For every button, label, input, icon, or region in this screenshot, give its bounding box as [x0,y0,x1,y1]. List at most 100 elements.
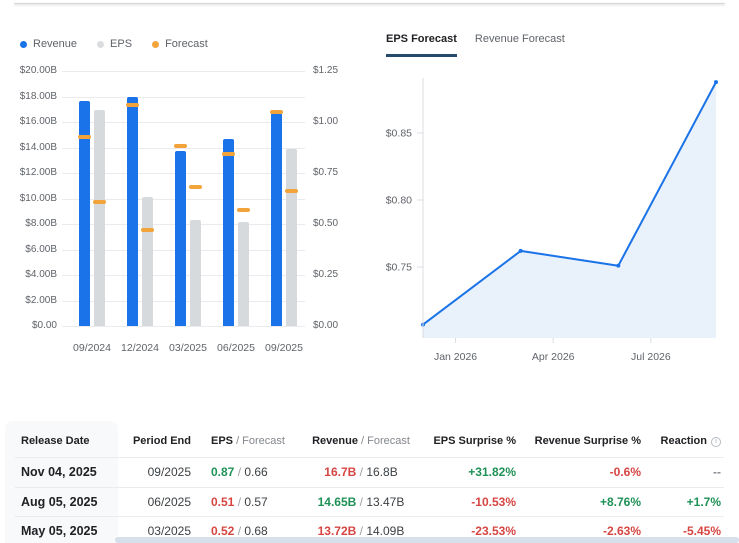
eps-forecast-marker [237,207,250,212]
bar-chart-x-label: 03/2025 [169,342,207,354]
cell-eps-surprise: +31.82% [468,465,516,480]
eps-dot-icon [97,40,105,48]
legend-label-forecast: Forecast [165,38,208,50]
legend-item-eps[interactable]: EPS [97,38,132,50]
col-revenue-forecast: Revenue / Forecast [312,435,410,447]
cell-reaction: -- [713,465,721,480]
left-axis-tick-label: $2.00B [25,294,57,306]
right-axis-tick-label: $0.75 [313,167,339,178]
legend-item-forecast[interactable]: Forecast [152,38,208,50]
left-axis-tick-label: $0.00 [31,320,57,331]
cell-eps-vs-forecast: 0.52 / 0.68 [211,524,268,539]
table-row: May 05, 2025 03/2025 0.52 / 0.68 13.72B / 1… [15,517,724,543]
cell-eps-vs-forecast: 0.87 / 0.66 [211,465,268,480]
bar-chart-x-label: 12/2024 [121,342,159,354]
right-axis-tick-label: $0.50 [313,218,339,229]
col-period-end: Period End [132,435,191,447]
left-axis-tick-label: $8.00B [25,218,57,229]
bar-chart-gridline [62,326,305,327]
x-axis-tick-label: Jan 2026 [434,351,477,363]
left-axis-tick-label: $10.00B [19,192,57,204]
legend-label-eps: EPS [110,38,133,50]
col-release-date: Release Date [21,435,90,447]
cell-revenue-surprise: -2.63% [602,524,641,539]
cell-eps-surprise: -10.53% [471,494,516,509]
reaction-info-icon[interactable]: i [711,436,721,447]
cell-release-date: May 05, 2025 [21,524,98,539]
revenue-forecast-marker [174,144,187,149]
revenue-bar [79,100,90,326]
cell-reaction: +1.7% [686,494,721,509]
right-axis-tick-label: $0.25 [313,269,339,280]
legend-label-revenue: Revenue [33,38,78,50]
eps-forecast-point [616,263,621,268]
revenue-bar [271,113,282,326]
cell-period-end: 03/2025 [147,524,191,539]
cell-eps-surprise: -23.53% [471,524,516,539]
cell-period-end: 09/2025 [147,465,191,480]
bar-chart-gridline [62,122,305,123]
left-axis-tick-label: $16.00B [19,116,57,127]
y-axis-tick-label: $0.80 [386,195,412,207]
y-axis-tick-label: $0.75 [386,262,412,274]
col-reaction: Reaction i [646,435,724,447]
cell-release-date: Aug 05, 2025 [21,494,98,509]
col-eps-forecast: EPS / Forecast [211,435,285,447]
bar-chart-x-label: 09/2025 [265,342,303,354]
revenue-forecast-marker [78,134,91,139]
table-row: Aug 05, 2025 06/2025 0.51 / 0.57 14.65B / 1… [15,488,724,517]
left-axis-tick-label: $14.00B [19,141,57,153]
cell-period-end: 06/2025 [147,494,191,509]
left-axis-tick-label: $6.00B [25,243,57,255]
revenue-forecast-marker [222,152,235,157]
col-eps-surprise: EPS Surprise % [433,435,516,447]
bar-chart-legend: Revenue EPS Forecast [20,38,208,50]
legend-item-revenue[interactable]: Revenue [20,38,77,50]
revenue-bar [127,97,138,326]
bar-chart-x-label: 06/2025 [217,342,255,354]
bar-chart-gridline [62,71,305,72]
eps-forecast-point [714,80,718,85]
sticky-column-background [5,421,118,543]
eps-bar [286,148,297,326]
left-axis-tick-label: $18.00B [19,90,57,102]
earnings-table: Release Date Period End EPS / Forecast R… [0,417,739,543]
eps-forecast-marker [141,228,154,233]
tab-revenue-forecast[interactable]: Revenue Forecast [474,33,565,45]
table-header-row: Release Date Period End EPS / Forecast R… [15,417,724,458]
cell-revenue-vs-forecast: 16.7B / 16.8B [324,465,398,480]
left-axis-tick-label: $20.00B [19,65,57,76]
eps-forecast-marker [189,185,202,190]
table-row: Nov 04, 2025 09/2025 0.87 / 0.66 16.7B / 16… [15,458,724,488]
cell-revenue-vs-forecast: 14.65B / 13.47B [317,494,405,509]
y-axis-tick-label: $0.85 [386,128,412,140]
right-axis-tick-label: $1.00 [313,116,339,127]
table-horizontal-scrollbar[interactable] [115,537,739,543]
eps-forecast-marker [285,189,298,194]
cell-revenue-surprise: +8.76% [599,494,641,509]
forecast-dot-icon [152,40,160,48]
revenue-forecast-marker [270,109,283,114]
tab-eps-forecast[interactable]: EPS Forecast [386,33,457,57]
cell-revenue-vs-forecast: 13.72B / 14.09B [317,524,405,539]
revenue-dot-icon [20,40,27,48]
bar-chart-gridline [62,96,305,98]
revenue-bar [223,139,234,326]
left-axis-tick-label: $4.00B [25,269,57,280]
eps-forecast-point [518,248,523,253]
revenue-bar [175,151,186,326]
eps-bar [142,197,153,326]
right-axis-tick-label: $0.00 [313,320,339,331]
eps-bar [94,109,105,326]
cell-reaction: -5.45% [682,524,721,539]
forecast-tabs: EPS Forecast Revenue Forecast [386,33,565,57]
right-axis-tick-label: $1.25 [313,65,339,76]
eps-forecast-marker [93,199,106,204]
cell-revenue-surprise: -0.6% [609,465,641,480]
eps-forecast-line [422,81,717,326]
bar-chart-x-label: 09/2024 [73,342,111,354]
col-revenue-surprise: Revenue Surprise % [534,435,641,447]
top-divider [14,3,725,4]
left-axis-tick-label: $12.00B [19,167,57,178]
